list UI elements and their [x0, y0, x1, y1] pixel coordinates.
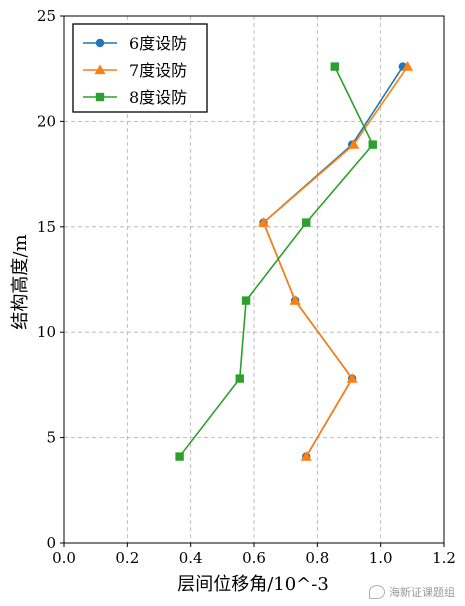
y-tick-label: 0 [46, 534, 56, 552]
legend-item: 6度设防 [83, 34, 187, 53]
legend: 6度设防 7度设防 8度设防 [72, 23, 208, 113]
data-point [330, 62, 339, 71]
legend-marker [95, 92, 105, 102]
data-point [300, 451, 312, 461]
x-tick-label: 0.0 [52, 549, 76, 567]
data-point [235, 374, 244, 383]
data-point [175, 452, 184, 461]
watermark: 海新证课题组 [369, 584, 455, 600]
series-2 [258, 61, 414, 461]
legend-marker [95, 38, 105, 48]
legend-item: 8度设防 [83, 88, 187, 107]
y-tick-label: 15 [37, 218, 56, 236]
legend-item: 7度设防 [83, 61, 187, 80]
y-tick-label: 25 [37, 7, 56, 25]
wechat-icon [369, 585, 385, 599]
y-tick-label: 20 [37, 112, 56, 130]
x-tick-label: 0.6 [242, 549, 266, 567]
ticks: 0.0 0.2 0.4 0.6 0.8 1.0 1.2 0 5 10 15 20 25 [37, 7, 456, 567]
data-point [346, 373, 358, 383]
legend-marker [94, 64, 106, 75]
x-tick-label: 1.2 [432, 549, 456, 567]
legend-label: 6度设防 [129, 34, 187, 53]
data-point [289, 295, 301, 305]
data-point [241, 296, 251, 305]
plot-area [175, 61, 414, 461]
watermark-text: 海新证课题组 [389, 586, 455, 599]
data-point [258, 217, 269, 227]
series-1 [259, 62, 408, 461]
series-line [178, 66, 374, 458]
data-point [302, 218, 311, 227]
series-line [262, 66, 409, 457]
legend-label: 7度设防 [129, 61, 187, 80]
series-3 [175, 62, 377, 461]
data-point [348, 139, 360, 149]
x-axis-label: 层间位移角/10^-3 [177, 574, 329, 595]
y-axis-label: 结构高度/m [10, 234, 31, 329]
x-tick-label: 0.2 [115, 549, 139, 567]
series-line [262, 66, 404, 457]
legend-label: 8度设防 [129, 88, 187, 107]
x-tick-label: 0.8 [305, 549, 329, 567]
data-point [368, 140, 377, 149]
x-tick-label: 0.4 [179, 549, 203, 567]
data-point [402, 61, 414, 71]
y-tick-label: 5 [46, 429, 56, 447]
x-tick-label: 1.0 [369, 549, 393, 567]
y-tick-label: 10 [37, 323, 56, 341]
